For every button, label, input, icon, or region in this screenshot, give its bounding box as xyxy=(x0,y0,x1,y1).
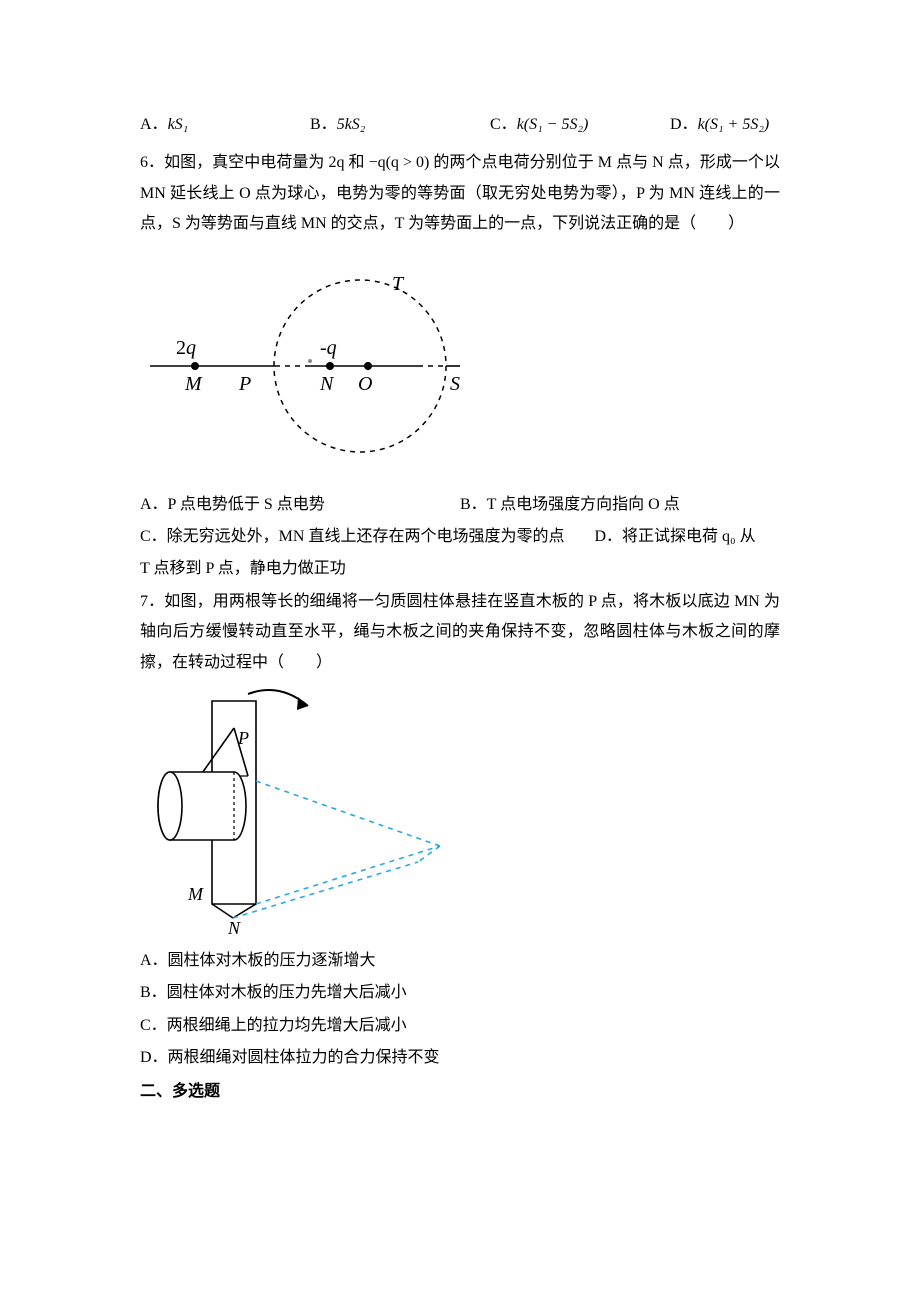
svg-text:S: S xyxy=(450,373,460,395)
svg-text:P: P xyxy=(237,728,249,748)
q7-options: A．圆柱体对木板的压力逐渐增大 B．圆柱体对木板的压力先增大后减小 C．两根细绳… xyxy=(140,946,780,1074)
q5-options: A．kS₁ B．5kS₂ C．k(S₁ − 5S₂) D．k(S₁ + 5S₂) xyxy=(140,110,780,140)
q6-opt-d-cont: T 点移到 P 点，静电力做正功 xyxy=(140,554,780,584)
q5-opt-a[interactable]: A．kS₁ xyxy=(140,110,310,140)
svg-text:P: P xyxy=(238,373,251,395)
svg-text:M: M xyxy=(184,373,203,395)
q6-diagram: 2q M P -q N O S T xyxy=(140,256,480,466)
q5-a-math: kS₁ xyxy=(168,116,189,133)
q6-stem: 6．如图，真空中电荷量为 2q 和 −q(q > 0) 的两个点电荷分别位于 M… xyxy=(140,148,780,239)
section-2-title: 二、多选题 xyxy=(140,1077,780,1107)
svg-text:2q: 2q xyxy=(176,337,196,359)
svg-text:M: M xyxy=(187,884,204,904)
q6-opt-b[interactable]: B．T 点电场强度方向指向 O 点 xyxy=(460,490,780,520)
q6-opt-c[interactable]: C．除无穷远处外，MN 直线上还存在两个电场强度为零的点 xyxy=(140,528,564,545)
q5-d-math: k(S₁ + 5S₂) xyxy=(698,116,770,133)
q7-opt-b[interactable]: B．圆柱体对木板的压力先增大后减小 xyxy=(140,978,780,1008)
q6-opt-d-pre[interactable]: D．将正试探电荷 q₀ 从 xyxy=(594,528,755,545)
svg-text:O: O xyxy=(358,373,372,395)
svg-text:N: N xyxy=(227,918,241,936)
q5-b-label: B． xyxy=(310,116,337,133)
q6-opts-cd-line: C．除无穷远处外，MN 直线上还存在两个电场强度为零的点 D．将正试探电荷 q₀… xyxy=(140,522,780,552)
q5-opt-b[interactable]: B．5kS₂ xyxy=(310,110,490,140)
q5-b-math: 5kS₂ xyxy=(337,116,366,133)
svg-text:T: T xyxy=(392,273,405,295)
q7-opt-a[interactable]: A．圆柱体对木板的压力逐渐增大 xyxy=(140,946,780,976)
q7-stem: 7．如图，用两根等长的细绳将一匀质圆柱体悬挂在竖直木板的 P 点，将木板以底边 … xyxy=(140,587,780,678)
q5-opt-d[interactable]: D．k(S₁ + 5S₂) xyxy=(670,110,780,140)
q7-opt-d[interactable]: D．两根细绳对圆柱体拉力的合力保持不变 xyxy=(140,1043,780,1073)
q7-diagram: P M N xyxy=(140,686,460,936)
q5-d-label: D． xyxy=(670,116,698,133)
svg-text:-q: -q xyxy=(320,337,337,359)
svg-text:N: N xyxy=(319,373,335,395)
q6-opts-ab: A．P 点电势低于 S 点电势 B．T 点电场强度方向指向 O 点 xyxy=(140,490,780,520)
q5-a-label: A． xyxy=(140,116,168,133)
q5-c-label: C． xyxy=(490,116,517,133)
q6-opt-a[interactable]: A．P 点电势低于 S 点电势 xyxy=(140,490,460,520)
center-marker-icon xyxy=(308,359,312,363)
q5-opt-c[interactable]: C．k(S₁ − 5S₂) xyxy=(490,110,670,140)
q5-c-math: k(S₁ − 5S₂) xyxy=(517,116,589,133)
q7-opt-c[interactable]: C．两根细绳上的拉力均先增大后减小 xyxy=(140,1011,780,1041)
